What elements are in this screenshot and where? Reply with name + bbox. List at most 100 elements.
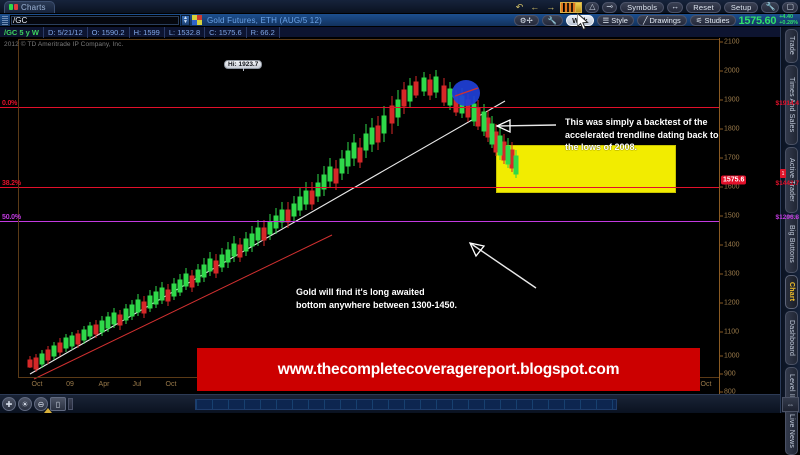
price-change: +4.40 +0.28% — [779, 14, 798, 26]
sliders-icon: ☰ — [602, 16, 610, 25]
drawings-button[interactable]: ╱ Drawings — [636, 15, 687, 26]
sidebar-item-live-news-label: Live News — [788, 413, 795, 449]
y-tick-1000: 1000 — [724, 352, 740, 360]
toolbar-divider — [68, 398, 73, 410]
x-tick-3: Jul — [132, 381, 142, 388]
fib-line-2 — [0, 221, 719, 222]
x-tick-0: Oct — [31, 381, 43, 388]
quote-strip: /GC 5 y W D: 5/21/12 O: 1590.2 H: 1599 L… — [0, 26, 800, 38]
chart-canvas[interactable]: 0.0% $1914.4 38.2% $1442.7 50.0% $1296.8… — [0, 38, 800, 394]
window-icon[interactable]: ▯ — [50, 397, 66, 411]
annotation-backtest-line-1: This was simply a backtest of the — [565, 117, 708, 127]
flask-icon: ⚟ — [695, 16, 703, 25]
sidebar-item-active-trader-label: Active Trader — [788, 158, 795, 202]
symbol-stepper[interactable]: ▲ ▼ — [181, 14, 190, 26]
undo-icon[interactable]: ↶ — [515, 1, 524, 12]
x-tick-1: 09 — [66, 381, 74, 388]
bell-icon[interactable]: △ — [585, 1, 600, 13]
fib-price-0: $1914.4 — [775, 100, 800, 107]
sidebar-item-dashboard[interactable]: Dashboard — [785, 311, 798, 365]
quote-low: L: 1532.8 — [165, 26, 206, 38]
quote-high: H: 1599 — [130, 26, 165, 38]
chart-settings-toolbar: ⚙✢ 🔧 W1k ☰ Style ╱ Drawings ⚟ Studies 15… — [513, 14, 798, 27]
arrow-right-icon[interactable]: → — [546, 2, 556, 12]
fib-label-2: 50.0% — [2, 214, 21, 221]
annotation-bottom-target-line-1: Gold will find it's long awaited — [296, 287, 425, 297]
price-axis[interactable]: 2100 2000 1900 1800 1700 1600 1500 1400 … — [719, 38, 781, 394]
minus-circle-icon[interactable]: ⊖ — [34, 397, 48, 411]
style-button[interactable]: ☰ Style — [596, 15, 634, 26]
studies-button[interactable]: ⚟ Studies — [689, 15, 736, 26]
pencil-icon: ╱ — [642, 16, 648, 25]
top-toolbar: ↶ ← → △ ⊸ Symbols ↔ Reset Setup 🔧 ▢ — [514, 0, 798, 14]
quote-symbol: /GC 5 y W — [0, 26, 45, 38]
website-banner: www.thecompletecoveragereport.blogspot.c… — [197, 348, 700, 391]
setup-button[interactable]: Setup — [723, 1, 759, 13]
y-tick-1100: 1100 — [724, 328, 740, 336]
notification-badge: 1 — [780, 169, 786, 178]
y-tick-2000: 2000 — [724, 67, 740, 75]
y-tick-2100: 2100 — [724, 38, 740, 46]
symbols-button[interactable]: Symbols — [620, 1, 665, 13]
window-icon[interactable]: ▢ — [782, 1, 798, 13]
sidebar-item-level-ii-label: Level II — [788, 373, 795, 399]
y-tick-1300: 1300 — [724, 270, 740, 278]
charts-icon — [9, 4, 18, 11]
sidebar-item-active-trader[interactable]: Active Trader — [785, 147, 798, 213]
change-percent: +0.28% — [779, 19, 798, 26]
sidebar-item-trade-label: Trade — [788, 36, 795, 56]
bottom-toolbar: ✚ ☀ ⊖ ▯ — [0, 394, 780, 413]
crosshair-tools-icon[interactable]: ⚙✢ — [513, 15, 539, 26]
studies-label: Studies — [704, 16, 730, 25]
sidebar-item-chart[interactable]: Chart — [785, 275, 798, 309]
fib-price-1: $1442.7 — [775, 180, 800, 187]
y-tick-1700: 1700 — [724, 154, 740, 162]
y-tick-1200: 1200 — [724, 299, 740, 307]
sidebar-item-trade[interactable]: Trade — [785, 29, 798, 63]
arrow-left-icon[interactable]: ← — [530, 2, 540, 12]
annotation-backtest-line-2: accelerated trendline dating back to — [565, 129, 719, 140]
sidebar-item-live-news[interactable]: Live News — [785, 407, 798, 455]
x-tick-4: Oct — [165, 381, 177, 388]
tab-charts[interactable]: Charts — [4, 1, 55, 13]
fib-line-1 — [0, 187, 719, 188]
time-scroll-track[interactable] — [195, 398, 617, 410]
grid-layout-icon[interactable] — [560, 1, 583, 13]
y-tick-1800: 1800 — [724, 125, 740, 133]
fib-line-0 — [0, 107, 719, 108]
symbol-input[interactable]: /GC — [10, 14, 180, 26]
annotation-backtest-line-3: the lows of 2008. — [565, 142, 638, 152]
y-tick-900: 900 — [724, 370, 736, 378]
quote-close: C: 1575.6 — [205, 26, 247, 38]
resize-icon[interactable]: ↔ — [667, 1, 684, 13]
move-icon[interactable]: ✚ — [2, 397, 16, 411]
target-zone-box — [496, 145, 676, 193]
sidebar-item-big-buttons[interactable]: Big Buttons — [785, 215, 798, 273]
annotation-bottom-target-line-2: bottom anywhere between 1300-1450. — [296, 299, 458, 310]
color-swatch-icon[interactable] — [192, 15, 202, 25]
link-icon[interactable]: ⊸ — [602, 1, 618, 13]
sidebar-item-times-and-sales[interactable]: Times And Sales — [785, 65, 798, 145]
quote-range: R: 66.2 — [247, 26, 280, 38]
x-tick-20: Oct — [700, 381, 712, 388]
drawings-label: Drawings — [649, 16, 681, 25]
wrench-icon[interactable]: 🔧 — [541, 15, 564, 26]
last-price: 1575.60 — [738, 14, 777, 27]
fib-price-2: $1296.8 — [775, 214, 800, 221]
sidebar-item-times-and-sales-label: Times And Sales — [788, 77, 795, 133]
resize-grip-icon[interactable]: ⇔ — [782, 397, 799, 412]
reset-button[interactable]: Reset — [686, 1, 721, 13]
y-tick-1900: 1900 — [724, 96, 740, 104]
sidebar-item-dashboard-label: Dashboard — [788, 319, 795, 357]
globe-icon[interactable]: ☀ — [18, 397, 32, 411]
style-label: Style — [611, 16, 628, 25]
y-tick-800: 800 — [724, 388, 736, 395]
symbol-description: Gold Futures, ETH (AUG/5 12) — [207, 15, 322, 25]
wrench-icon[interactable]: 🔧 — [761, 1, 780, 13]
candlestick-series — [27, 70, 519, 372]
drag-handle[interactable] — [2, 15, 8, 25]
annotation-backtest: This was simply a backtest of the accele… — [565, 116, 719, 154]
fib-label-0: 0.0% — [2, 100, 18, 107]
copyright-notice: 2012 © TD Ameritrade IP Company, Inc. — [4, 41, 124, 48]
